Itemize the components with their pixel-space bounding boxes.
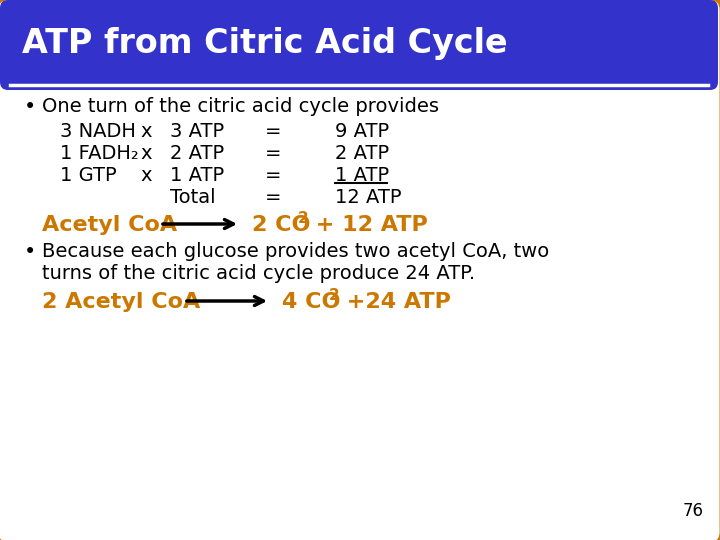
- Text: 9 ATP: 9 ATP: [335, 122, 389, 141]
- Text: x: x: [140, 144, 151, 163]
- Text: Because each glucose provides two acetyl CoA, two: Because each glucose provides two acetyl…: [42, 242, 549, 261]
- Text: =: =: [265, 122, 282, 141]
- Text: 2 ATP: 2 ATP: [335, 144, 389, 163]
- FancyBboxPatch shape: [0, 0, 718, 90]
- Text: 3 ATP: 3 ATP: [170, 122, 224, 141]
- Text: Acetyl CoA: Acetyl CoA: [42, 215, 177, 235]
- Text: Total: Total: [170, 188, 215, 207]
- Text: 12 ATP: 12 ATP: [335, 188, 402, 207]
- Text: 2 CO: 2 CO: [252, 215, 310, 235]
- Text: 1 ATP: 1 ATP: [170, 166, 224, 185]
- Text: 2: 2: [329, 288, 340, 303]
- Text: x: x: [140, 166, 151, 185]
- Text: turns of the citric acid cycle produce 24 ATP.: turns of the citric acid cycle produce 2…: [42, 264, 475, 283]
- Text: 2: 2: [298, 211, 309, 226]
- Text: 1 GTP: 1 GTP: [60, 166, 117, 185]
- Text: 1 ATP: 1 ATP: [335, 166, 389, 185]
- Text: 1 FADH₂: 1 FADH₂: [60, 144, 139, 163]
- Text: One turn of the citric acid cycle provides: One turn of the citric acid cycle provid…: [42, 97, 439, 116]
- Text: =: =: [265, 144, 282, 163]
- Text: 2 ATP: 2 ATP: [170, 144, 224, 163]
- Text: x: x: [140, 122, 151, 141]
- Text: 76: 76: [683, 502, 704, 520]
- Bar: [8, 45, 710, 82]
- Text: •: •: [24, 97, 36, 117]
- Text: 4 CO: 4 CO: [282, 292, 341, 312]
- Text: + 12 ATP: + 12 ATP: [308, 215, 428, 235]
- Text: •: •: [24, 242, 36, 262]
- Text: 2 Acetyl CoA: 2 Acetyl CoA: [42, 292, 200, 312]
- Text: ATP from Citric Acid Cycle: ATP from Citric Acid Cycle: [22, 26, 508, 59]
- Text: +24 ATP: +24 ATP: [339, 292, 451, 312]
- Text: =: =: [265, 166, 282, 185]
- Text: 3 NADH: 3 NADH: [60, 122, 136, 141]
- Text: =: =: [265, 188, 282, 207]
